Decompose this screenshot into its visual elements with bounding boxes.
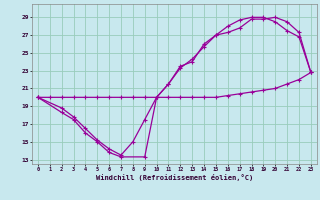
X-axis label: Windchill (Refroidissement éolien,°C): Windchill (Refroidissement éolien,°C) <box>96 174 253 181</box>
